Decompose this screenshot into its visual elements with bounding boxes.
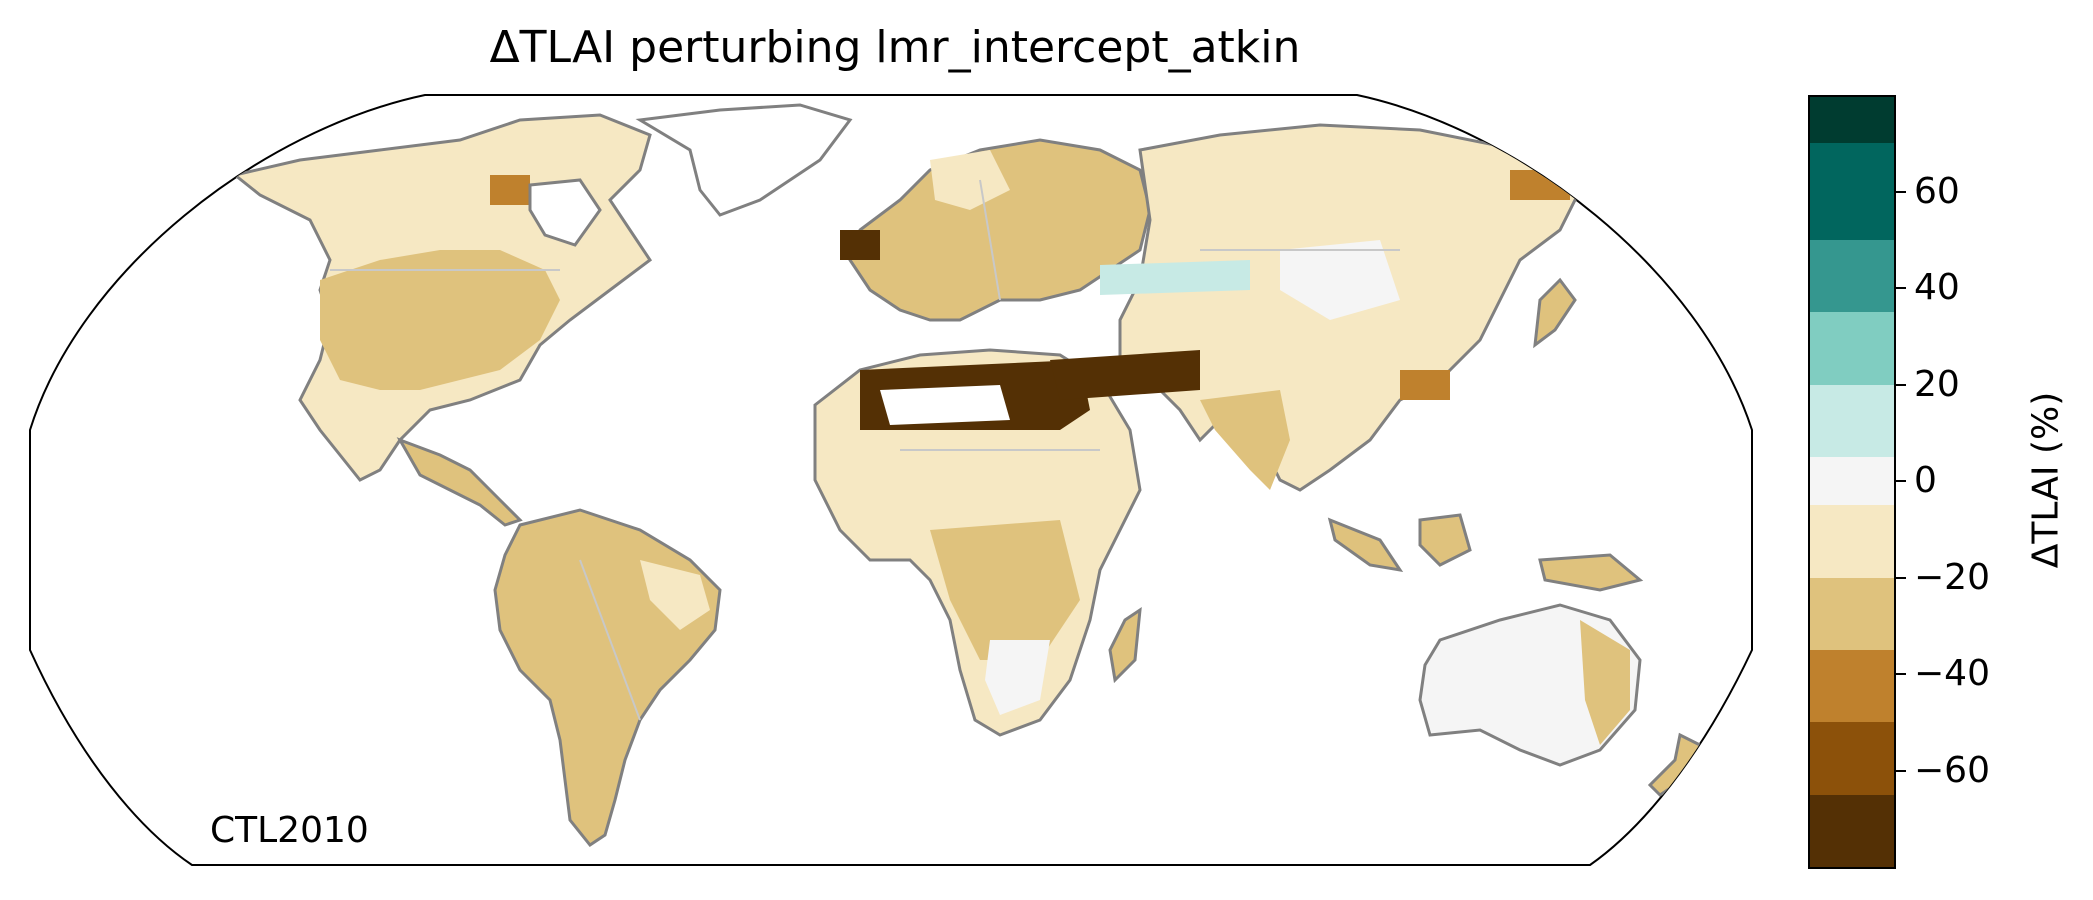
colorbar-tick-mark xyxy=(1894,383,1906,386)
central-africa-tan xyxy=(930,520,1080,660)
india-tan xyxy=(1200,390,1290,490)
scenario-annotation: CTL2010 xyxy=(210,810,369,851)
sahara-white xyxy=(880,385,1010,425)
china-dark-patch xyxy=(1400,370,1450,400)
japan xyxy=(1533,277,1577,349)
uk-dark xyxy=(840,230,880,260)
colorbar-bin-5 xyxy=(1808,456,1894,506)
colorbar-bin-8 xyxy=(1808,649,1894,723)
map-title: ΔTLAI perturbing lmr_intercept_atkin xyxy=(489,22,1301,73)
colorbar-tick-mark xyxy=(1894,673,1906,675)
colorbar-tick-label: 20 xyxy=(1914,363,1960,405)
colorbar-bin-7 xyxy=(1808,577,1894,650)
colorbar-bin-1 xyxy=(1808,143,1894,240)
colorbar-bin-2 xyxy=(1808,239,1894,313)
colorbar-tick-mark xyxy=(1894,769,1906,772)
colorbar-tick-mark xyxy=(1894,576,1906,579)
map-svg xyxy=(29,94,1753,866)
colorbar-tick-label: 0 xyxy=(1914,460,1937,501)
madagascar xyxy=(1108,606,1142,684)
borneo-island xyxy=(1418,513,1472,567)
hudson-bay xyxy=(528,178,602,247)
colorbar-tick-label: −20 xyxy=(1914,556,1990,598)
colorbar-bin-9 xyxy=(1808,722,1894,795)
colorbar-bin-0 xyxy=(1808,95,1894,144)
colorbar-tick-label: 60 xyxy=(1914,170,1960,212)
canada-dark-patch xyxy=(490,175,530,205)
sumatra-island xyxy=(1327,517,1404,573)
australia-coast-tan xyxy=(1580,620,1630,745)
colorbar-frame xyxy=(1808,95,1896,869)
asia-white-patch xyxy=(1280,240,1400,320)
colorbar-bin-6 xyxy=(1808,505,1894,578)
central-asia-teal xyxy=(1100,260,1250,295)
colorbar-tick-label: 40 xyxy=(1914,267,1960,308)
far-east-dark xyxy=(1510,170,1570,200)
middle-east-dark xyxy=(1050,350,1200,400)
colorbar-bin-4 xyxy=(1808,384,1894,457)
colorbar-bin-10 xyxy=(1808,794,1894,867)
scandinavia-light xyxy=(930,150,1010,210)
colorbar-tick-mark xyxy=(1894,190,1906,193)
colorbar-label: ΔTLAI (%) xyxy=(2025,391,2067,569)
colorbar-tick-mark xyxy=(1894,480,1906,482)
world-map xyxy=(29,94,1753,866)
greenland xyxy=(635,103,853,217)
south-america-light xyxy=(640,560,710,630)
country-borders xyxy=(330,179,1400,721)
colorbar-tick-mark xyxy=(1894,287,1906,289)
colorbar-bin-3 xyxy=(1808,312,1894,385)
southern-africa-white xyxy=(985,640,1050,715)
north-america-interior xyxy=(320,250,560,390)
colorbar-tick-label: −40 xyxy=(1914,653,1990,694)
central-america xyxy=(396,437,523,527)
new-guinea xyxy=(1538,553,1644,592)
colorbar xyxy=(1808,95,1894,867)
colorbar-tick-label: −60 xyxy=(1914,749,1990,791)
